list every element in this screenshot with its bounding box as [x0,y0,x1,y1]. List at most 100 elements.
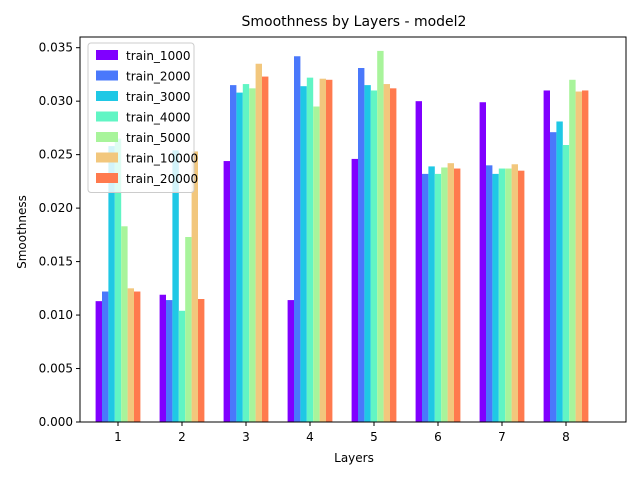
bar-train_1000-layer-8 [543,90,550,422]
bar-train_2000-layer-8 [550,132,557,422]
bar-train_10000-layer-3 [255,63,262,423]
series-train_4000 [114,77,570,422]
bar-train_2000-layer-3 [230,85,237,423]
bar-train_4000-layer-6 [434,173,442,422]
series-train_3000 [108,85,563,423]
series-train_1000 [95,90,550,423]
bar-train_3000-layer-2 [172,150,179,423]
bar-train_20000-layer-8 [582,90,589,422]
bar-train_3000-layer-7 [492,173,499,422]
bar-train_3000-layer-5 [364,85,371,423]
legend-label-train_4000: train_4000 [126,111,190,125]
y-tick-label: 0.015 [39,255,73,269]
bar-train_4000-layer-1 [114,138,122,422]
legend-label-train_5000: train_5000 [126,131,190,145]
legend-swatch-train_10000 [96,152,118,163]
x-tick-label: 6 [434,430,442,444]
bar-train_2000-layer-1 [102,291,109,422]
legend: train_1000 train_2000 train_3000 train_4000… [87,42,198,193]
bar-train_3000-layer-3 [236,92,243,423]
bar-train_10000-layer-2 [191,151,198,422]
bar-train_20000-layer-5 [390,88,397,422]
bar-train_4000-layer-3 [242,84,250,422]
bar-train_1000-layer-5 [351,158,358,423]
plot-area: 0.000 0.005 0.010 0.015 0.020 0.025 0.030 0.035… [39,36,627,444]
legend-label-train_1000: train_1000 [126,49,190,63]
bar-train_20000-layer-2 [198,299,205,422]
bar-train_4000-layer-2 [178,310,186,422]
legend-label-train_2000: train_2000 [126,70,190,84]
y-tick-label: 0.035 [39,41,73,55]
legend-swatch-train_1000 [96,50,118,60]
x-tick-label: 7 [498,430,506,444]
bar-train_2000-layer-5 [358,68,365,422]
x-tick-label: 2 [178,430,186,444]
bar-train_4000-layer-7 [498,168,506,422]
x-tick-label: 5 [370,430,378,444]
legend-label-train_10000: train_10000 [126,152,198,166]
legend-swatch-train_3000 [96,91,118,101]
bar-train_20000-layer-4 [326,79,333,422]
bar-train_2000-layer-7 [486,165,493,422]
series-train_5000 [121,50,576,423]
y-tick-label: 0.025 [39,148,73,162]
bar-train_5000-layer-2 [185,236,192,422]
bar-train_4000-layer-4 [306,77,314,422]
bar-train_5000-layer-3 [249,88,256,422]
bar-train_2000-layer-4 [294,56,301,422]
bar-train_3000-layer-1 [108,146,115,422]
legend-swatch-train_5000 [96,132,118,142]
bar-train_3000-layer-6 [428,166,435,422]
bar-train_2000-layer-6 [422,173,429,422]
bar-train_5000-layer-7 [505,168,512,422]
bar-train_3000-layer-4 [300,86,307,422]
bar-train_5000-layer-4 [313,106,320,422]
bar-train_3000-layer-8 [556,121,563,423]
bar-train_5000-layer-8 [569,79,576,422]
y-tick-label: 0.005 [39,362,73,376]
bar-train_1000-layer-3 [223,161,230,422]
bar-train_10000-layer-5 [383,84,390,422]
bar-train_10000-layer-4 [319,78,326,423]
x-tick-label: 1 [114,430,122,444]
chart-title: Smoothness by Layers - model2 [242,14,467,30]
y-tick-label: 0.000 [39,415,73,429]
x-tick-label: 4 [306,430,314,444]
y-tick-label: 0.010 [39,308,73,322]
y-tick-label: 0.020 [39,201,73,215]
bar-train_10000-layer-7 [511,164,518,422]
legend-label-train_3000: train_3000 [126,90,190,104]
bar-train_2000-layer-2 [166,300,173,422]
bar-train_5000-layer-6 [441,167,448,422]
bar-train_20000-layer-6 [454,168,461,422]
bar-train_5000-layer-1 [121,226,128,422]
series-train_10000 [127,63,582,423]
bar-train_1000-layer-2 [159,294,166,422]
x-axis-title: Layers [334,451,374,465]
bar-train_20000-layer-3 [262,76,269,422]
series-train_2000 [102,56,557,423]
series-train_20000 [134,76,589,422]
plot-frame [79,36,627,423]
legend-swatch-train_2000 [96,70,118,81]
x-tick-label: 3 [242,430,250,444]
bar-train_20000-layer-7 [518,170,525,422]
legend-swatch-train_20000 [96,173,118,183]
bar-train_10000-layer-1 [127,288,134,422]
bar-train_4000-layer-8 [562,145,570,422]
bar-train_1000-layer-4 [287,300,294,422]
bar-train_4000-layer-5 [370,90,378,422]
x-tick-label: 8 [562,430,570,444]
bar-train_20000-layer-1 [134,291,141,422]
bar-train_1000-layer-6 [415,101,422,423]
y-axis-title: Smoothness [15,195,29,269]
bar-train_5000-layer-5 [377,50,384,423]
legend-swatch-train_4000 [96,111,118,122]
legend-label-train_20000: train_20000 [126,172,198,186]
bar-train_1000-layer-7 [479,102,486,423]
y-tick-label: 0.030 [39,94,73,108]
bar-train_10000-layer-6 [447,163,454,422]
bar-train_10000-layer-8 [575,91,582,422]
